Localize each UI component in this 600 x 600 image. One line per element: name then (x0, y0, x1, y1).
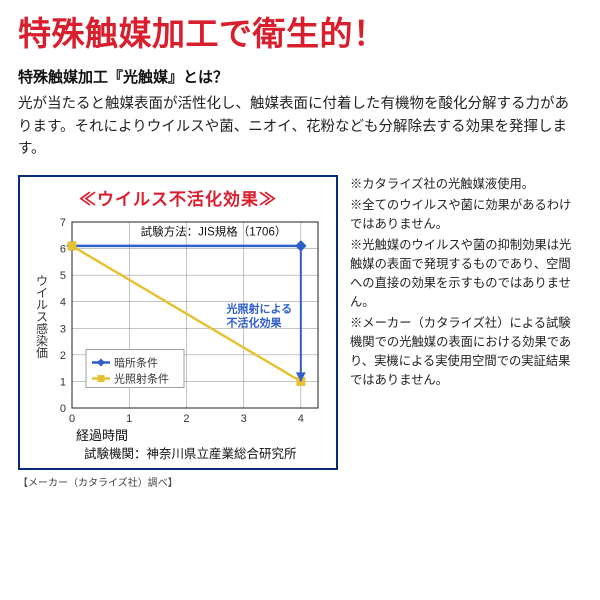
chart-title: ≪ウイルス不活化効果≫ (28, 185, 328, 210)
svg-text:5: 5 (60, 270, 66, 282)
svg-text:1: 1 (60, 376, 66, 388)
lower-row: ≪ウイルス不活化効果≫ 0 1 2 3 4 5 6 7 0 1 2 3 4 光照射による不活化効果 試験方法… (18, 175, 582, 470)
notes-column: ※カタライズ社の光触媒液使用。 ※全てのウイルスや菌に効果があるわけではありません… (350, 175, 582, 470)
svg-text:ウイルス感染価: ウイルス感染価 (36, 274, 48, 360)
svg-text:0: 0 (60, 403, 66, 415)
svg-text:2: 2 (60, 350, 66, 362)
subhead: 特殊触媒加工『光触媒』とは？ (18, 66, 582, 87)
headline: 特殊触媒加工で衛生的！ (18, 16, 582, 52)
body-text: 光が当たると触媒表面が活性化し、触媒表面に付着した有機物を酸化分解する力がありま… (18, 93, 582, 160)
svg-text:光照射条件: 光照射条件 (114, 371, 169, 385)
note-item: ※カタライズ社の光触媒液使用。 (350, 175, 582, 194)
svg-text:3: 3 (241, 413, 247, 425)
svg-text:6: 6 (60, 243, 66, 255)
chart-panel: ≪ウイルス不活化効果≫ 0 1 2 3 4 5 6 7 0 1 2 3 4 光照射による不活化効果 試験方法… (18, 175, 338, 470)
credit-line: 【メーカー（カタライズ社）調べ】 (18, 474, 582, 489)
svg-text:経過時間: 経過時間 (76, 428, 128, 443)
svg-text:4: 4 (60, 296, 66, 308)
svg-text:光照射による: 光照射による (225, 301, 292, 315)
svg-text:1: 1 (126, 413, 132, 425)
svg-text:試験方法：JIS規格（1706）: 試験方法：JIS規格（1706） (141, 224, 287, 238)
svg-text:暗所条件: 暗所条件 (114, 355, 158, 369)
svg-text:不活化効果: 不活化効果 (226, 315, 281, 329)
svg-text:4: 4 (298, 413, 304, 425)
svg-text:試験機関：神奈川県立産業総合研究所: 試験機関：神奈川県立産業総合研究所 (84, 446, 297, 461)
svg-text:7: 7 (60, 217, 66, 229)
svg-text:2: 2 (183, 413, 189, 425)
virus-chart: 0 1 2 3 4 5 6 7 0 1 2 3 4 光照射による不活化効果 試験方法：JIS規格（1706）… (28, 214, 328, 464)
note-item: ※全てのウイルスや菌に効果があるわけではありません。 (350, 196, 582, 234)
svg-text:3: 3 (60, 323, 66, 335)
note-item: ※メーカー（カタライズ社）による試験機関での光触媒の表面における効果であり、実機… (350, 314, 582, 390)
note-item: ※光触媒のウイルスや菌の抑制効果は光触媒の表面で発現するものであり、空間への直接… (350, 236, 582, 312)
svg-text:0: 0 (69, 413, 75, 425)
